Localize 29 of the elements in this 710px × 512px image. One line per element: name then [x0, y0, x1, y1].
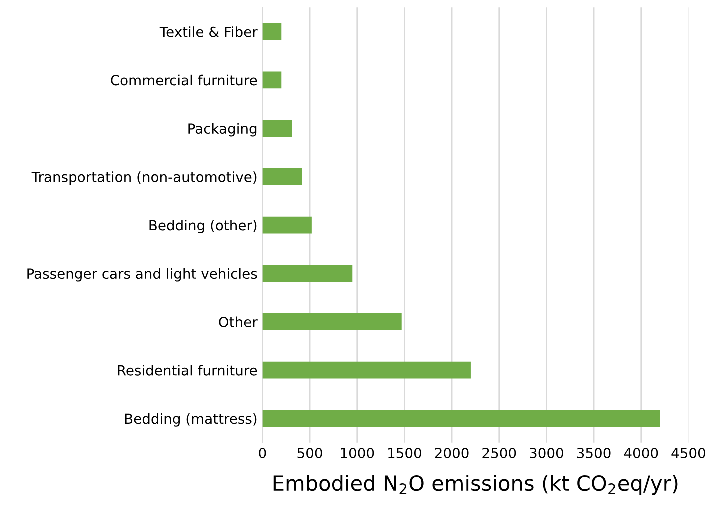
y-tick-label: Other [219, 316, 258, 328]
bar [262, 265, 353, 282]
bar [262, 168, 302, 186]
bar [262, 72, 282, 89]
y-tick-label: Transportation (non-automotive) [32, 172, 257, 186]
x-axis-title: Embodied N$_{2}$O emissions (kt CO$_{2}$eq/yr) [274, 475, 678, 496]
bar [262, 410, 660, 428]
x-tick-label: 2000 [435, 448, 469, 458]
x-tick-label: 500 [298, 448, 322, 458]
y-tick-label: Textile & Fiber [160, 26, 258, 38]
x-tick-label: 3500 [577, 448, 611, 458]
y-tick-label: Packaging [188, 123, 257, 137]
y-tick-label: Bedding (other) [150, 220, 257, 234]
y-tick-label: Passenger cars and light vehicles [28, 268, 258, 282]
y-tick-label: Bedding (mattress) [125, 413, 257, 427]
bar [262, 314, 402, 330]
x-tick-label: 1000 [341, 448, 374, 458]
x-tick-label: 1500 [388, 448, 422, 458]
y-tick-label: Commercial furniture [111, 74, 258, 86]
bar [262, 216, 312, 234]
bar [262, 120, 292, 138]
bar [262, 362, 471, 379]
x-tick-label: 3000 [530, 448, 564, 458]
x-tick-label: 2500 [482, 448, 516, 458]
x-tick-label: 4500 [672, 448, 706, 458]
y-tick-label: Residential furniture [118, 365, 258, 376]
bar [262, 23, 282, 40]
x-tick-label: 4000 [624, 448, 658, 458]
x-tick-label: 0 [259, 448, 266, 458]
